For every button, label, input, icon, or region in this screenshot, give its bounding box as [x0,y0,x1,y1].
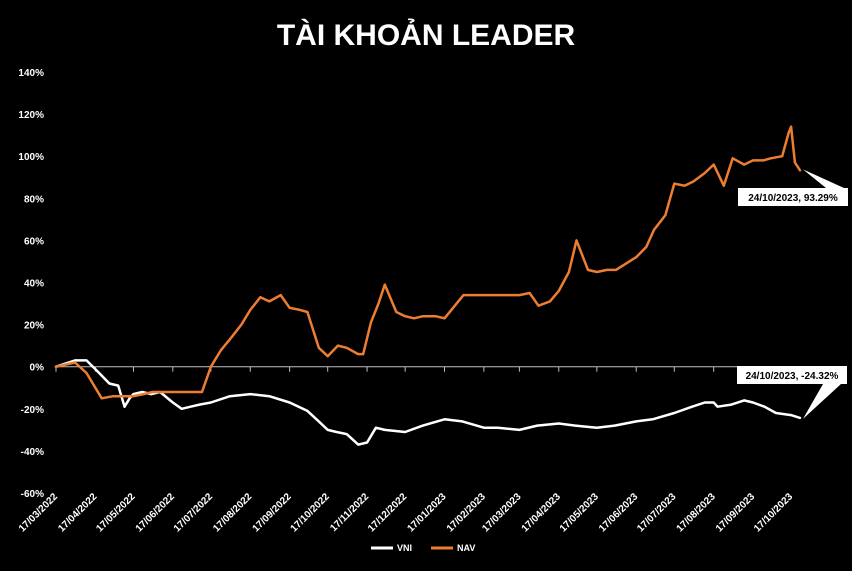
x-tick-label: 17/04/2023 [520,491,563,534]
y-tick-label: 100% [18,152,44,163]
legend-item-nav: NAV [431,543,475,553]
y-tick-label: 140% [18,68,44,79]
y-tick-label: -40% [21,447,44,458]
x-tick-label: 17/08/2023 [675,491,718,534]
y-tick-label: 120% [18,110,44,121]
x-tick-label: 17/09/2022 [251,491,294,534]
y-tick-label: 40% [24,279,44,290]
x-axis: 17/03/202217/04/202217/05/202217/06/2022… [17,366,800,535]
x-tick-label: 17/06/2023 [597,491,640,534]
series-line-nav [54,125,802,400]
y-tick-label: 20% [24,321,44,332]
y-axis: -60% -40% -20% 0% 20% 40% 60% 80% 100% 120% 140% [18,68,44,500]
y-tick-label: 80% [24,194,44,205]
x-tick-label: 17/11/2022 [328,491,371,534]
callout-vni: 24/10/2023, -24.32% [737,366,847,419]
series-layer [54,125,802,446]
legend-label: NAV [457,543,475,553]
y-tick-label: -20% [21,405,44,416]
legend: VNI NAV [371,543,475,553]
callout-label: 24/10/2023, -24.32% [746,371,839,382]
callout-box [738,188,848,206]
x-tick-label: 17/05/2023 [558,491,601,534]
y-tick-label: -60% [21,489,44,500]
x-tick-label: 17/05/2022 [94,491,137,534]
callout-label: 24/10/2023, 93.29% [748,193,838,204]
x-tick-label: 17/10/2023 [752,491,795,534]
chart-title: TÀI KHOẢN LEADER [277,18,576,52]
x-tick-label: 17/06/2022 [134,491,177,534]
x-tick-label: 17/08/2022 [211,491,254,534]
x-tick-label: 17/07/2023 [635,491,678,534]
callout-pointer [803,384,841,419]
series-line-vni [54,359,802,446]
x-tick-label: 17/10/2022 [289,491,332,534]
y-tick-label: 0% [30,363,45,374]
x-tick-label: 17/12/2022 [366,491,409,534]
legend-label: VNI [397,543,412,553]
callout-box [737,366,847,384]
callout-pointer [803,169,844,188]
x-tick-label: 17/09/2023 [714,491,757,534]
x-tick-label: 17/07/2022 [172,491,215,534]
x-tick-label: 17/04/2022 [56,491,99,534]
y-tick-label: 60% [24,236,44,247]
x-tick-label: 17/01/2023 [405,491,448,534]
legend-item-vni: VNI [371,543,412,553]
callout-nav: 24/10/2023, 93.29% [738,169,848,206]
x-tick-label: 17/03/2023 [480,491,523,534]
callouts: 24/10/2023, 93.29% 24/10/2023, -24.32% [737,169,848,419]
